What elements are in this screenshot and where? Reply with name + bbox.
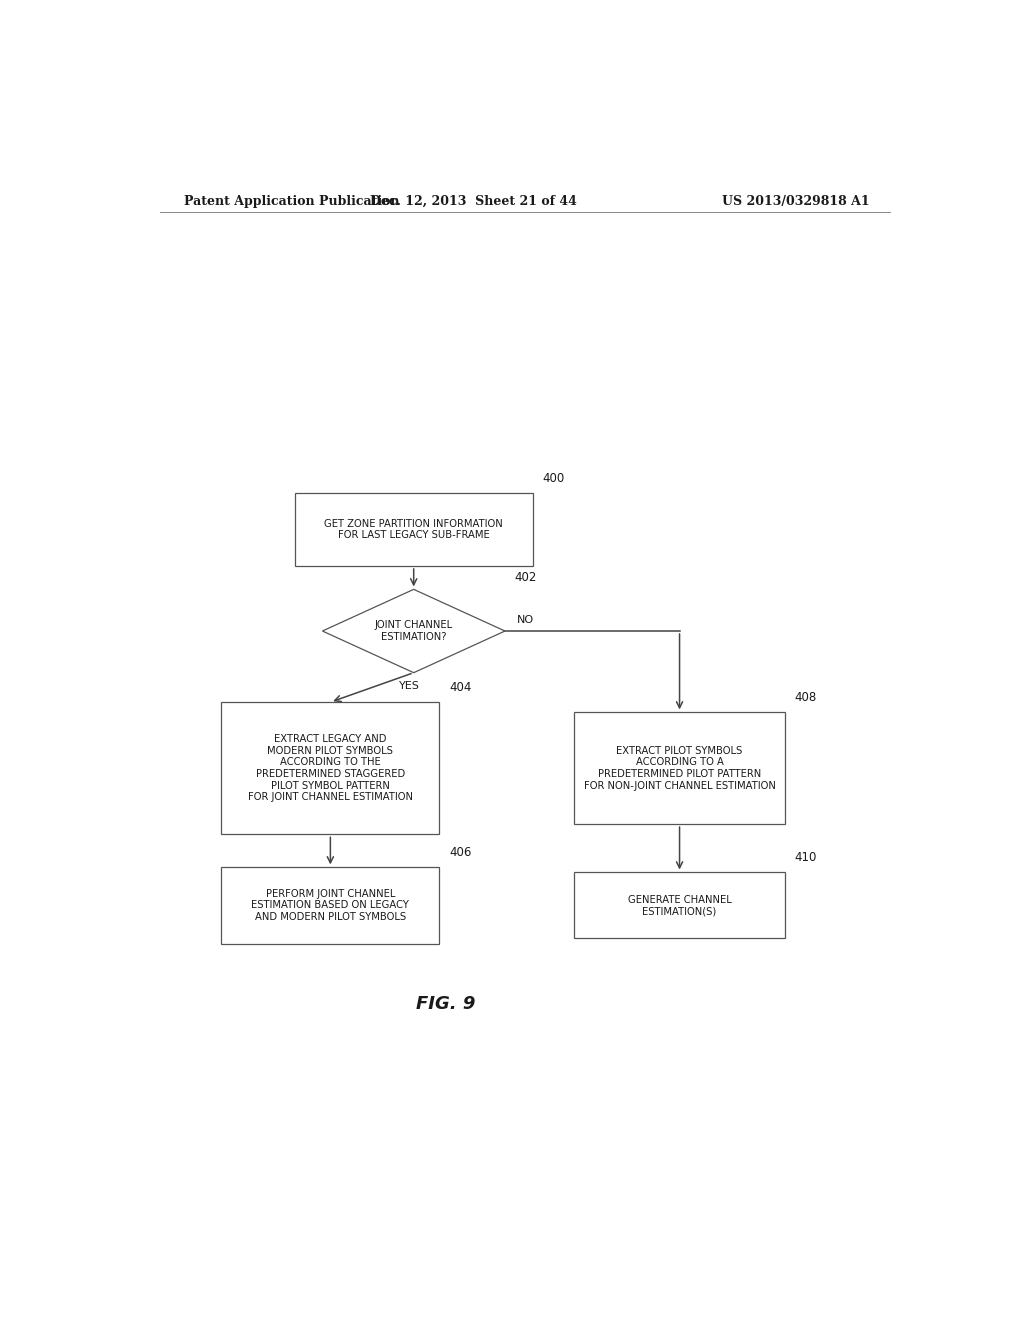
Text: 402: 402 <box>514 572 537 585</box>
Text: Patent Application Publication: Patent Application Publication <box>183 194 399 207</box>
Text: Dec. 12, 2013  Sheet 21 of 44: Dec. 12, 2013 Sheet 21 of 44 <box>370 194 577 207</box>
Text: EXTRACT LEGACY AND
MODERN PILOT SYMBOLS
ACCORDING TO THE
PREDETERMINED STAGGERED: EXTRACT LEGACY AND MODERN PILOT SYMBOLS … <box>248 734 413 803</box>
FancyBboxPatch shape <box>221 867 439 944</box>
FancyBboxPatch shape <box>574 873 784 939</box>
Text: 406: 406 <box>449 846 471 859</box>
Text: GET ZONE PARTITION INFORMATION
FOR LAST LEGACY SUB-FRAME: GET ZONE PARTITION INFORMATION FOR LAST … <box>325 519 503 540</box>
FancyBboxPatch shape <box>295 492 532 566</box>
Text: US 2013/0329818 A1: US 2013/0329818 A1 <box>722 194 870 207</box>
Text: NO: NO <box>517 615 534 624</box>
Text: 400: 400 <box>543 471 564 484</box>
Text: 408: 408 <box>795 692 816 704</box>
FancyBboxPatch shape <box>221 702 439 834</box>
FancyBboxPatch shape <box>574 713 784 824</box>
Text: PERFORM JOINT CHANNEL
ESTIMATION BASED ON LEGACY
AND MODERN PILOT SYMBOLS: PERFORM JOINT CHANNEL ESTIMATION BASED O… <box>252 888 410 923</box>
Polygon shape <box>323 589 505 673</box>
Text: YES: YES <box>399 681 420 690</box>
Text: JOINT CHANNEL
ESTIMATION?: JOINT CHANNEL ESTIMATION? <box>375 620 453 642</box>
Text: EXTRACT PILOT SYMBOLS
ACCORDING TO A
PREDETERMINED PILOT PATTERN
FOR NON-JOINT C: EXTRACT PILOT SYMBOLS ACCORDING TO A PRE… <box>584 746 775 791</box>
Text: 410: 410 <box>795 851 816 865</box>
Text: 404: 404 <box>449 681 471 694</box>
Text: GENERATE CHANNEL
ESTIMATION(S): GENERATE CHANNEL ESTIMATION(S) <box>628 895 731 916</box>
Text: FIG. 9: FIG. 9 <box>416 995 475 1012</box>
